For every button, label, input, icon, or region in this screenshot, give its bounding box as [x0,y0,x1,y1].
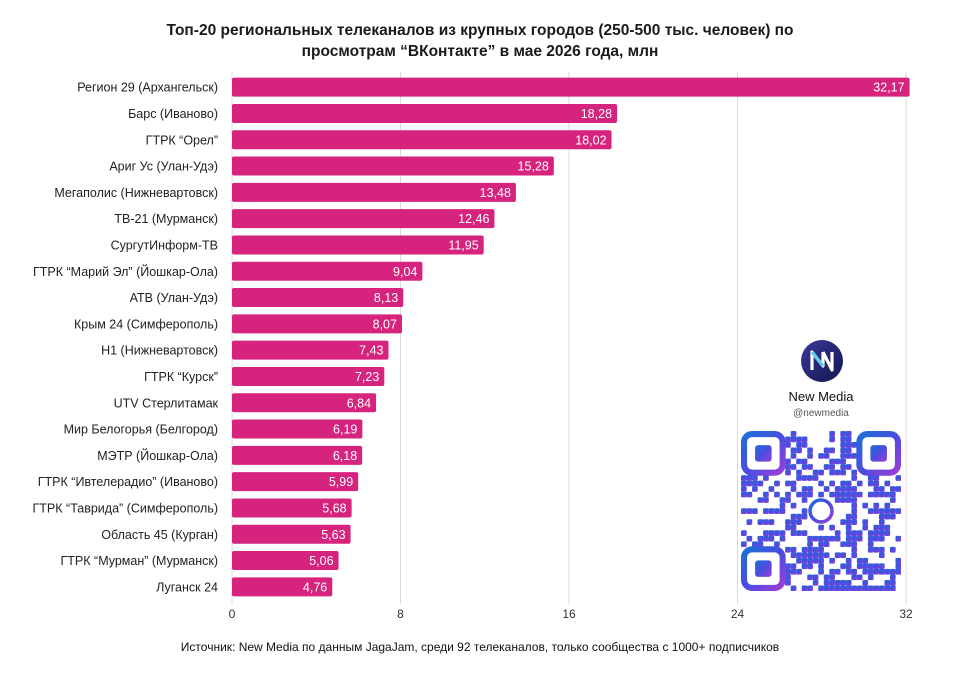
bar [232,393,377,413]
source-note: Источник: New Media по данным JagaJam, с… [180,640,780,654]
x-tick-label: 0 [229,607,236,621]
value-label: 5,63 [321,528,345,542]
value-label: 18,28 [581,107,612,121]
bar [232,288,404,308]
brand-name: New Media [788,389,854,404]
bars: 32,17 18,28 18,02 15,28 13,48 12,46 11,95 9,04 8… [232,77,910,597]
qr-code-icon[interactable] [741,431,901,591]
value-label: 4,76 [303,580,327,594]
category-label: Регион 29 (Архангельск) [77,81,218,95]
category-label: ГТРК “Орел” [146,133,218,147]
category-labels: Регион 29 (Архангельск) Барс (Иваново) ГТР… [33,81,219,595]
brand-handle[interactable]: @newmedia [793,408,849,419]
category-label: МЭТР (Йошкар-Ола) [97,448,218,463]
bar [232,419,363,439]
value-label: 6,18 [333,449,357,463]
category-label: Мир Белогорья (Белгород) [64,423,218,437]
value-label: 32,17 [873,81,904,95]
category-label: СургутИнформ-ТВ [111,238,218,252]
x-tick-label: 8 [397,607,404,621]
value-label: 6,19 [333,423,357,437]
category-label: Луганск 24 [156,580,218,594]
chart-title-line-2: просмотрам “ВКонтакте” в мае 2026 года, … [301,43,659,60]
value-label: 8,07 [373,317,397,331]
value-label: 12,46 [458,212,489,226]
value-label: 9,04 [393,265,417,279]
value-label: 7,23 [355,370,379,384]
bar [232,472,359,492]
value-label: 5,06 [309,554,333,568]
category-label: Н1 (Нижневартовск) [101,344,218,358]
bar [232,366,385,386]
category-label: ТВ-21 (Мурманск) [114,212,218,226]
bar [232,577,333,597]
value-label: 5,99 [329,475,353,489]
category-label: ГТРК “Мурман” (Мурманск) [61,554,218,568]
x-tick-label: 16 [562,607,576,621]
x-tick-label: 24 [731,607,745,621]
category-label: АТВ (Улан-Удэ) [130,291,218,305]
value-label: 7,43 [359,344,383,358]
bar [232,524,351,544]
value-label: 6,84 [347,396,371,410]
bar [232,235,484,255]
bar [232,103,618,123]
bar [232,340,389,360]
bar [232,445,363,465]
category-label: ГТРК “Таврида” (Симферополь) [33,501,218,515]
value-label: 5,68 [322,501,346,515]
bar [232,209,495,229]
bar [232,182,516,202]
x-axis-ticks: 0 8 16 24 32 [229,607,913,621]
bar [232,314,402,334]
category-label: UTV Стерлитамак [114,396,219,410]
category-label: ГТРК “Курск” [144,370,218,384]
chart-title-line-1: Топ-20 региональных телеканалов из крупн… [166,22,794,39]
category-label: ГТРК “Марий Эл” (Йошкар-Ола) [33,264,218,279]
value-label: 13,48 [480,186,511,200]
value-label: 8,13 [374,291,398,305]
category-label: Крым 24 (Симферополь) [74,317,218,331]
value-label: 15,28 [518,160,549,174]
bar [232,261,423,281]
x-tick-label: 32 [899,607,913,621]
bar [232,156,554,176]
category-label: Барс (Иваново) [128,107,218,121]
value-label: 11,95 [448,238,478,252]
bar [232,77,910,97]
category-label: Мегаполис (Нижневартовск) [54,186,218,200]
new-media-logo-icon [801,340,843,382]
bar [232,130,612,150]
chart-title: Топ-20 региональных телеканалов из крупн… [0,20,960,62]
bar [232,498,352,518]
value-label: 18,02 [575,133,606,147]
bar [232,551,339,571]
category-label: Область 45 (Курган) [101,528,218,542]
category-label: ГТРК “Ивтелерадио” (Иваново) [38,475,218,489]
category-label: Ариг Ус (Улан-Удэ) [109,160,218,174]
